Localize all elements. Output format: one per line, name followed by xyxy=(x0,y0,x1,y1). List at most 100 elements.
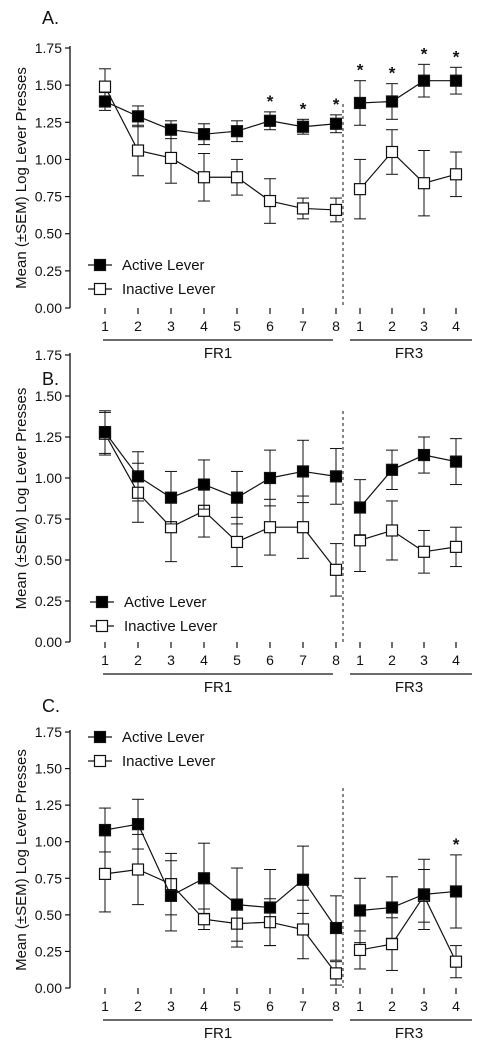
data-point-inactive xyxy=(353,183,367,196)
x-tick-label: 6 xyxy=(266,998,274,1014)
x-tick-label: 2 xyxy=(388,318,396,334)
panel-label: B. xyxy=(42,369,59,389)
data-point-active xyxy=(417,448,431,462)
x-tick-label: 1 xyxy=(101,652,109,668)
data-point-active xyxy=(164,123,178,136)
series-line xyxy=(359,890,457,912)
y-axis-label: Mean (±SEM) Log Lever Presses xyxy=(13,388,30,610)
significance-star: * xyxy=(389,64,396,83)
data-point-active xyxy=(296,465,310,478)
data-point-active xyxy=(197,872,211,885)
data-point-active xyxy=(164,889,178,902)
x-tick-label: 2 xyxy=(134,652,142,668)
y-tick-label: 0.50 xyxy=(35,226,62,242)
series-line xyxy=(359,454,457,508)
legend-marker-inactive xyxy=(93,282,107,296)
y-tick-label: 0.00 xyxy=(35,634,62,650)
data-point-active xyxy=(164,491,178,504)
data-point-inactive xyxy=(385,938,399,951)
panel-label: A. xyxy=(42,8,59,28)
x-tick-label: 1 xyxy=(356,998,364,1014)
data-point-active xyxy=(385,901,399,914)
group-label: FR3 xyxy=(395,345,423,362)
y-tick-label: 1.00 xyxy=(35,834,62,850)
x-tick-label: 4 xyxy=(452,652,460,668)
legend-marker-active xyxy=(93,258,107,272)
x-tick-label: 2 xyxy=(134,318,142,334)
data-point-inactive xyxy=(417,545,431,558)
group-label: FR1 xyxy=(204,1025,232,1042)
data-point-inactive xyxy=(329,967,343,980)
data-point-active xyxy=(230,125,244,138)
legend-label: Active Lever xyxy=(122,257,205,274)
legend-marker-inactive xyxy=(95,619,109,633)
data-point-active xyxy=(263,471,277,485)
chart-panel-3: C. 0.00 0.25 0.50 0.75 1.00 1.25 1.50 1.75 Mean (… xyxy=(13,696,472,1042)
x-tick-label: 1 xyxy=(356,318,364,334)
x-tick-label: 2 xyxy=(388,652,396,668)
data-point-inactive xyxy=(385,145,399,159)
data-point-inactive xyxy=(164,151,178,165)
y-tick-label: 0.25 xyxy=(35,263,62,279)
y-tick-label: 0.50 xyxy=(35,907,62,923)
data-point-active xyxy=(353,501,367,514)
chart-panel-2: B. 0.00 0.25 0.50 0.75 1.00 1.25 1.50 1.75 Mean (… xyxy=(13,347,472,696)
y-tick-label: 0.25 xyxy=(35,593,62,609)
data-point-active xyxy=(329,117,343,130)
legend-marker-active xyxy=(93,730,107,744)
data-point-active xyxy=(385,95,399,108)
x-tick-label: 8 xyxy=(332,998,340,1014)
data-point-inactive xyxy=(197,913,211,926)
x-tick-label: 8 xyxy=(332,652,340,668)
y-tick-label: 1.25 xyxy=(35,114,62,130)
legend-marker-inactive xyxy=(93,754,107,768)
y-tick-label: 0.75 xyxy=(35,511,62,527)
data-point-inactive xyxy=(449,540,463,553)
data-point-active xyxy=(230,898,244,911)
data-point-active xyxy=(449,885,463,898)
data-point-active xyxy=(353,96,367,110)
data-point-inactive xyxy=(449,168,463,181)
group-label: FR1 xyxy=(204,679,232,696)
data-point-active xyxy=(197,128,211,141)
group-label: FR3 xyxy=(395,1025,423,1042)
data-point-inactive xyxy=(296,202,310,215)
data-point-active xyxy=(263,114,277,127)
x-tick-label: 4 xyxy=(452,998,460,1014)
data-point-active xyxy=(131,110,145,123)
legend-label: Inactive Lever xyxy=(122,281,215,298)
x-tick-label: 1 xyxy=(101,998,109,1014)
y-axis-label: Mean (±SEM) Log Lever Presses xyxy=(13,67,30,289)
y-tick-label: 1.25 xyxy=(35,429,62,445)
panel-label: C. xyxy=(42,696,60,716)
data-point-active xyxy=(131,818,145,831)
x-tick-label: 1 xyxy=(101,318,109,334)
x-tick-label: 6 xyxy=(266,318,274,334)
series-line xyxy=(359,151,457,190)
x-tick-label: 4 xyxy=(200,998,208,1014)
y-axis-label: Mean (±SEM) Log Lever Presses xyxy=(13,749,30,971)
data-point-inactive xyxy=(417,177,431,190)
data-point-inactive xyxy=(98,80,112,93)
data-point-active xyxy=(329,470,343,483)
series-line xyxy=(359,529,457,553)
significance-star: * xyxy=(357,61,364,80)
legend-label: Inactive Lever xyxy=(124,618,217,635)
data-point-active xyxy=(98,425,112,439)
data-point-active xyxy=(329,921,343,935)
x-tick-label: 3 xyxy=(420,652,428,668)
series-line xyxy=(104,433,337,571)
x-tick-label: 5 xyxy=(233,998,241,1014)
legend-marker-active xyxy=(95,595,109,609)
x-tick-label: 2 xyxy=(134,998,142,1014)
data-point-active xyxy=(385,463,399,476)
y-tick-label: 0.50 xyxy=(35,552,62,568)
data-point-active xyxy=(98,95,112,108)
y-tick-label: 0.00 xyxy=(35,300,62,316)
data-point-inactive xyxy=(230,171,244,184)
legend-label: Inactive Lever xyxy=(122,753,215,770)
significance-star: * xyxy=(333,95,340,114)
x-tick-label: 4 xyxy=(200,318,208,334)
x-tick-label: 2 xyxy=(388,998,396,1014)
y-tick-label: 0.25 xyxy=(35,943,62,959)
